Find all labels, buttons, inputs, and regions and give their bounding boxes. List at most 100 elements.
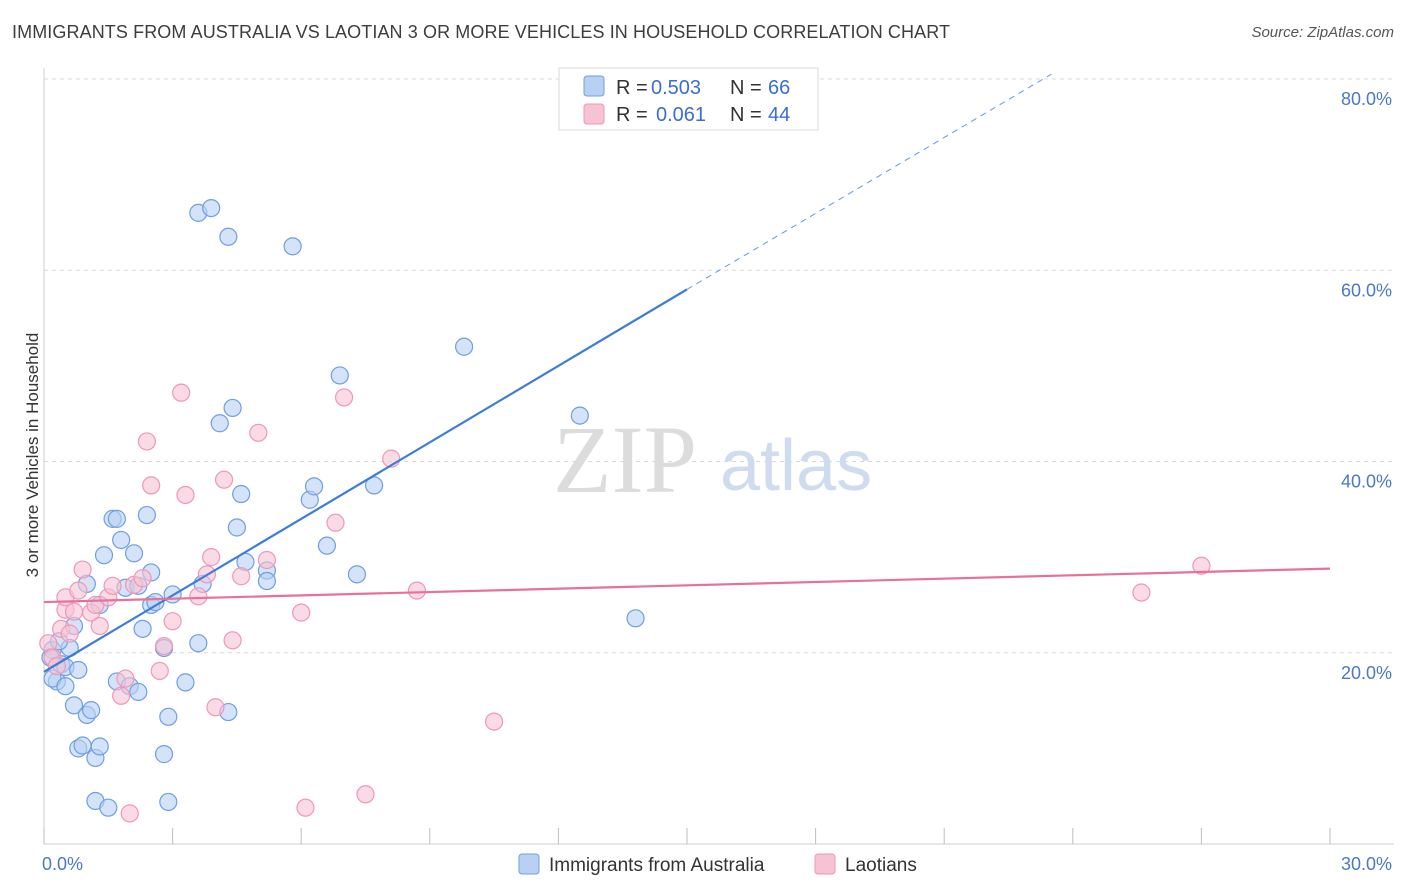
- axes: [43, 68, 1394, 845]
- y-tick-labels: 20.0% 40.0% 60.0% 80.0%: [1341, 89, 1392, 683]
- point-laotians: [202, 548, 221, 567]
- point-laotians: [189, 587, 208, 606]
- point-laotians: [120, 804, 139, 823]
- point-immigrants-from-australia: [232, 484, 251, 504]
- y-tick-label: 80.0%: [1341, 89, 1392, 109]
- y-tick-label: 60.0%: [1341, 280, 1392, 300]
- point-laotians: [407, 581, 427, 600]
- legend-n-label-2: N =: [730, 104, 762, 126]
- point-laotians: [69, 581, 88, 600]
- point-laotians: [296, 798, 315, 817]
- point-laotians: [60, 624, 79, 643]
- bottom-legend-label-2: Laotians: [845, 855, 917, 876]
- legend-n-value-2: 44: [768, 104, 790, 126]
- point-immigrants-from-australia: [73, 736, 92, 755]
- point-laotians: [257, 550, 277, 570]
- y-axis-label: 3 or more Vehicles in Household: [23, 333, 42, 578]
- point-immigrants-from-australia: [146, 592, 165, 612]
- point-laotians: [223, 631, 242, 650]
- point-immigrants-from-australia: [210, 414, 229, 433]
- legend-n-label-1: N =: [730, 77, 762, 99]
- y-tick-label: 40.0%: [1341, 472, 1392, 492]
- point-laotians: [214, 470, 234, 489]
- point-immigrants-from-australia: [330, 366, 349, 385]
- point-immigrants-from-australia: [223, 398, 242, 418]
- series-immigrants-from-australia: [41, 198, 645, 817]
- point-immigrants-from-australia: [202, 198, 221, 218]
- point-laotians: [64, 602, 84, 621]
- point-immigrants-from-australia: [112, 530, 131, 550]
- point-immigrants-from-australia: [317, 536, 337, 555]
- legend-r-value-2: 0.061: [656, 104, 706, 126]
- point-laotians: [232, 567, 251, 586]
- point-laotians: [1132, 583, 1151, 602]
- point-immigrants-from-australia: [454, 337, 474, 356]
- point-laotians: [249, 423, 268, 442]
- point-immigrants-from-australia: [154, 745, 174, 764]
- chart-title: IMMIGRANTS FROM AUSTRALIA VS LAOTIAN 3 O…: [12, 22, 951, 42]
- point-immigrants-from-australia: [137, 505, 156, 525]
- point-laotians: [150, 661, 169, 681]
- x-tick-label: 0.0%: [42, 854, 83, 874]
- point-laotians: [154, 636, 174, 656]
- point-immigrants-from-australia: [129, 682, 148, 702]
- point-immigrants-from-australia: [64, 696, 84, 715]
- point-immigrants-from-australia: [283, 237, 302, 256]
- point-laotians: [485, 712, 504, 731]
- point-laotians: [292, 603, 311, 622]
- point-immigrants-from-australia: [124, 544, 144, 563]
- point-immigrants-from-australia: [347, 565, 367, 584]
- point-immigrants-from-australia: [56, 677, 75, 696]
- point-laotians: [163, 612, 182, 631]
- point-immigrants-from-australia: [159, 707, 178, 726]
- point-immigrants-from-australia: [133, 619, 152, 638]
- point-immigrants-from-australia: [159, 792, 178, 812]
- point-immigrants-from-australia: [189, 634, 208, 653]
- legend-n-value-1: 66: [768, 77, 790, 99]
- point-immigrants-from-australia: [82, 701, 101, 720]
- point-immigrants-from-australia: [219, 227, 238, 246]
- point-laotians: [112, 686, 131, 705]
- x-tick-label: 30.0%: [1341, 854, 1392, 874]
- series-legend: Immigrants from Australia Laotians: [518, 853, 917, 876]
- x-tick-labels: 0.0% 30.0%: [42, 854, 1392, 874]
- point-immigrants-from-australia: [176, 673, 195, 692]
- source-label: Source: ZipAtlas.com: [1251, 24, 1394, 41]
- point-laotians: [90, 616, 109, 636]
- point-immigrants-from-australia: [94, 546, 114, 565]
- point-laotians: [172, 383, 191, 402]
- point-immigrants-from-australia: [69, 660, 88, 680]
- point-laotians: [73, 560, 92, 579]
- point-immigrants-from-australia: [304, 477, 324, 496]
- trend-lines: [43, 73, 1331, 673]
- legend-r-label-2: R =: [616, 104, 648, 126]
- correlation-legend: R = 0.503 N = 66 R = 0.061 N = 44: [558, 67, 819, 131]
- point-laotians: [137, 432, 156, 451]
- point-immigrants-from-australia: [227, 518, 246, 537]
- trend-line-immigrants-from-australia: [43, 288, 688, 673]
- watermark-atlas: atlas: [720, 426, 872, 506]
- legend-swatch-pink: [583, 103, 605, 125]
- point-laotians: [334, 388, 354, 407]
- series-laotians: [39, 383, 1211, 823]
- bottom-legend-swatch-blue: [518, 853, 540, 875]
- point-immigrants-from-australia: [90, 737, 109, 756]
- point-immigrants-from-australia: [570, 406, 589, 425]
- point-immigrants-from-australia: [107, 509, 126, 528]
- legend-r-value-1: 0.503: [651, 77, 701, 99]
- point-immigrants-from-australia: [626, 609, 645, 628]
- trend-line-laotians: [43, 567, 1331, 604]
- point-laotians: [206, 698, 225, 717]
- point-laotians: [116, 669, 135, 688]
- bottom-legend-swatch-pink: [814, 853, 836, 875]
- legend-r-label-1: R =: [616, 77, 648, 99]
- point-immigrants-from-australia: [257, 571, 277, 591]
- point-laotians: [356, 785, 375, 804]
- legend-swatch-blue: [583, 75, 605, 97]
- y-tick-label: 20.0%: [1341, 663, 1392, 683]
- point-laotians: [1192, 556, 1211, 575]
- point-laotians: [326, 513, 345, 532]
- point-immigrants-from-australia: [99, 798, 118, 817]
- point-laotians: [103, 576, 122, 595]
